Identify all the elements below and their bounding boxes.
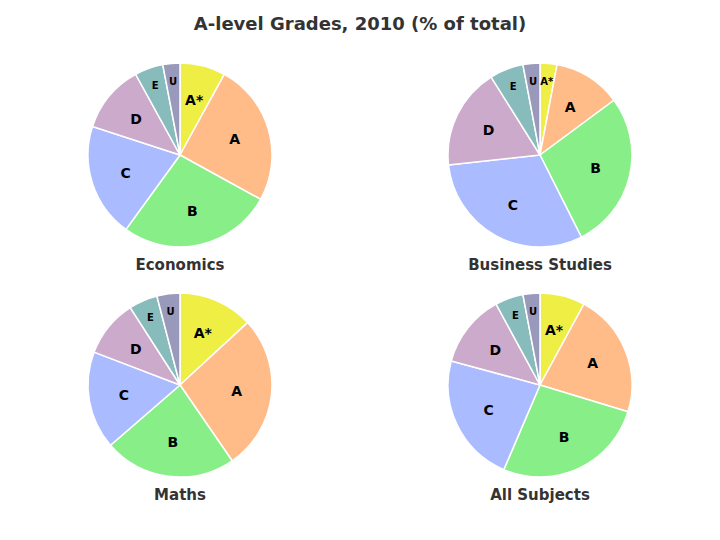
slice	[523, 293, 540, 385]
slice-label: B	[167, 434, 178, 450]
slice	[157, 293, 180, 385]
slice-label: U	[169, 76, 177, 87]
slice	[163, 63, 180, 155]
slice-labels: A* A B C D EU	[121, 76, 241, 218]
slice-label: A	[587, 355, 598, 371]
slice-labels: A* A B C D EU	[484, 306, 599, 444]
slice-label: A	[565, 99, 576, 115]
slice	[449, 155, 582, 247]
slice-labels: A* A B C D E U	[483, 76, 601, 213]
slice-label: A*	[185, 92, 204, 108]
chart-title: Economics	[135, 256, 224, 274]
slice-labels: A* A B C D E U	[119, 306, 243, 449]
slice-label: A*	[540, 76, 554, 87]
pie	[88, 63, 272, 247]
slice-label: B	[559, 429, 570, 445]
slice-label: U	[167, 306, 175, 317]
slice-label: U	[529, 306, 537, 317]
title: A-level Grades, 2010 (% of total)	[194, 13, 526, 34]
pie	[88, 293, 272, 477]
slice-label: B	[590, 160, 601, 176]
chart-root: A-level Grades, 2010 (% of total) A* A B C D E…	[0, 0, 720, 540]
pie	[448, 293, 632, 477]
slice-label: B	[187, 203, 198, 219]
chart-title: Business Studies	[468, 256, 612, 274]
slice-label: D	[489, 342, 501, 358]
slice-label: U	[529, 76, 537, 87]
slice-label: D	[483, 122, 495, 138]
chart-title: Maths	[154, 486, 206, 504]
slice-label: A*	[194, 325, 213, 341]
slice	[110, 385, 232, 477]
pie	[448, 63, 632, 247]
slice-label: D	[130, 341, 142, 357]
slice-label: C	[508, 197, 518, 213]
slice-label: D	[130, 111, 142, 127]
slice-label: E	[512, 310, 519, 321]
chart-title: All Subjects	[490, 486, 590, 504]
slice-label: E	[147, 312, 154, 323]
slice-label: C	[121, 165, 131, 181]
slice-label: A	[231, 383, 242, 399]
slice-label: A*	[545, 322, 564, 338]
slice-label: E	[152, 80, 159, 91]
slice-label: A	[229, 131, 240, 147]
slice-label: E	[510, 81, 517, 92]
slice-label: C	[119, 387, 129, 403]
slice	[523, 63, 540, 155]
slice-label: C	[484, 402, 494, 418]
